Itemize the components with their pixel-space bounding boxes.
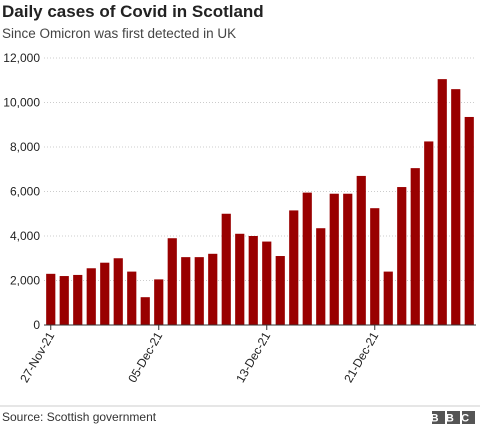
logo-text: BBC xyxy=(431,413,477,425)
bar xyxy=(235,233,245,325)
bar xyxy=(208,253,218,325)
y-tick-label: 6,000 xyxy=(10,185,40,199)
bar xyxy=(127,271,137,325)
bar xyxy=(464,116,474,326)
bar xyxy=(181,257,191,325)
x-tick-label: 13-Dec-21 xyxy=(233,329,273,385)
bar xyxy=(140,297,150,325)
chart-title: Daily cases of Covid in Scotland xyxy=(2,2,264,21)
y-tick-label: 12,000 xyxy=(3,51,40,65)
x-tick-label: 21-Dec-21 xyxy=(341,329,381,385)
bar xyxy=(302,192,312,325)
bar xyxy=(167,238,177,325)
y-tick-label: 2,000 xyxy=(10,274,40,288)
bar xyxy=(329,193,339,325)
bar xyxy=(46,273,56,325)
bar xyxy=(275,256,285,325)
y-tick-label: 8,000 xyxy=(10,140,40,154)
y-tick-label: 0 xyxy=(33,318,40,332)
bar xyxy=(289,210,299,325)
bar xyxy=(221,213,231,325)
bar xyxy=(100,262,110,325)
bar xyxy=(316,228,326,325)
bar xyxy=(194,257,204,325)
bar xyxy=(356,175,366,325)
bbc-logo: BBC xyxy=(431,411,477,425)
bar xyxy=(397,187,407,325)
y-tick-label: 10,000 xyxy=(3,96,40,110)
x-tick-label: 05-Dec-21 xyxy=(125,329,165,385)
bar xyxy=(154,279,164,325)
bar xyxy=(343,193,353,325)
source: Source: Scottish government xyxy=(2,410,157,424)
bar xyxy=(437,79,447,325)
x-tick-label: 27-Nov-21 xyxy=(17,329,57,385)
bar xyxy=(424,141,434,325)
bar xyxy=(383,271,393,325)
bar xyxy=(248,236,258,325)
bar xyxy=(410,168,420,325)
bar xyxy=(86,268,96,325)
bar xyxy=(262,241,272,325)
bar xyxy=(59,276,69,325)
bar xyxy=(451,89,461,326)
chart-subtitle: Since Omicron was first detected in UK xyxy=(2,26,236,41)
bar xyxy=(113,258,123,325)
bar xyxy=(370,208,380,325)
y-tick-label: 4,000 xyxy=(10,229,40,243)
bar xyxy=(73,274,83,325)
